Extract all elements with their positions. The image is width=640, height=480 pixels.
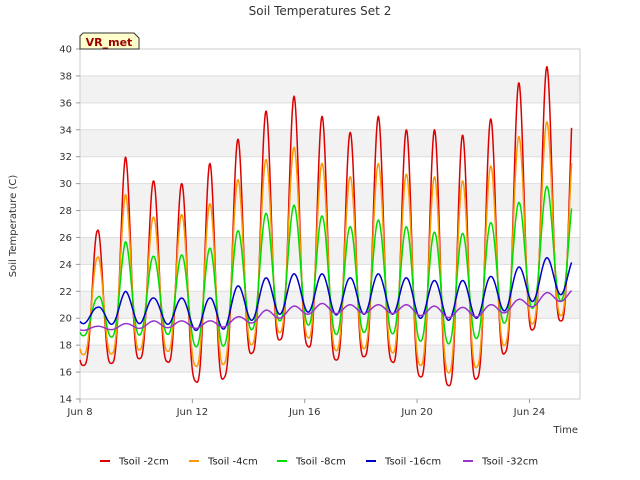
plot-band [80,75,580,103]
plot-band [80,129,580,157]
y-axis-label: Soil Temperature (C) [8,175,19,278]
y-tick-label: 18 [59,341,72,352]
chart-title: Soil Temperatures Set 2 [249,4,392,18]
x-tick-label: Jun 20 [400,407,433,418]
series-line-tsoil-8cm [79,185,573,348]
y-tick-label: 22 [59,287,72,298]
plot-band [80,183,580,211]
legend-label: Tsoil -4cm [207,457,258,468]
series-line-tsoil-16cm [79,256,573,332]
legend-label: Tsoil -8cm [295,457,346,468]
station-badge-box [79,32,140,50]
y-tick-label: 30 [59,179,72,190]
series-line-tsoil-4cm [79,121,573,374]
legend-item: Tsoil -2cm [100,457,169,468]
y-tick-label: 40 [59,45,72,56]
legend-item: Tsoil -8cm [277,457,346,468]
legend-label: Tsoil -2cm [118,457,169,468]
legend-item: Tsoil -32cm [463,457,538,468]
series-lines [79,65,573,387]
y-tick-label: 16 [59,368,72,379]
y-tick-label: 32 [59,152,72,163]
station-badge-label: VR_met [86,36,133,49]
plot-frame [79,48,581,400]
x-tick-label: Jun 12 [176,407,209,418]
y-tick-label: 38 [59,71,72,82]
y-tick-label: 36 [59,98,72,109]
legend-label: Tsoil -32cm [481,457,538,468]
legend-item: Tsoil -4cm [189,457,258,468]
series-line-tsoil-32cm [79,290,573,332]
x-tick-label: Jun 24 [513,407,546,418]
y-tick-label: 28 [59,206,72,217]
station-badge: VR_met [79,32,140,50]
y-tick-label: 26 [59,233,72,244]
x-tick-label: Jun 8 [66,407,92,418]
y-tick-label: 14 [59,395,72,406]
y-axis-ticks: 14 16 18 20 22 24 26 28 30 32 34 36 38 40 [59,45,80,406]
x-tick-label: Jun 16 [288,407,321,418]
x-axis-ticks: Jun 8 Jun 12 Jun 16 Jun 20 Jun 24 [66,399,545,418]
legend-item: Tsoil -16cm [366,457,441,468]
x-axis-label: Time [553,425,578,436]
y-tick-label: 34 [59,125,72,136]
legend: Tsoil -2cm Tsoil -4cm Tsoil -8cm Tsoil -16c… [100,457,538,468]
y-tick-label: 24 [59,260,72,271]
legend-label: Tsoil -16cm [384,457,441,468]
y-tick-label: 20 [59,314,72,325]
plot-band [80,345,580,373]
